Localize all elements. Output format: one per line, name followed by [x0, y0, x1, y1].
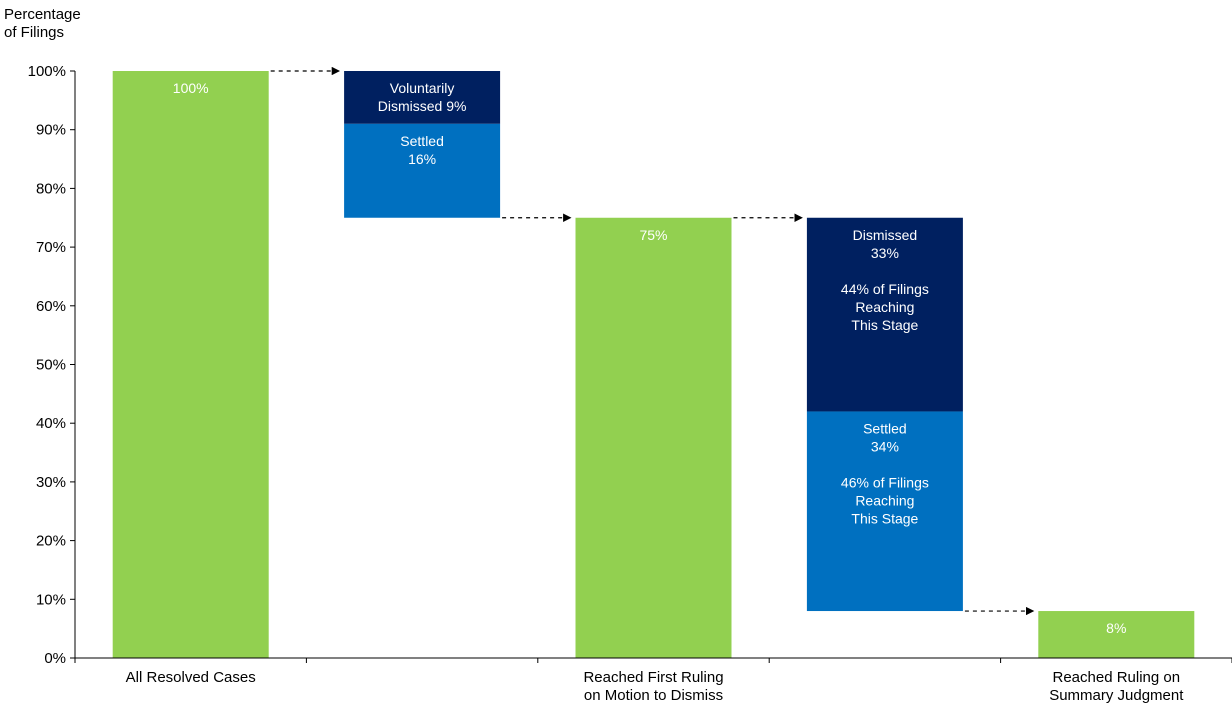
y-axis-title-line-1: Percentage [4, 6, 81, 23]
bar-label-settled-mtd-line-3: 46% of Filings [841, 474, 929, 490]
bar-label-first-ruling-line-0: 75% [639, 227, 667, 243]
x-category-label-2-line-0: Reached First Ruling [583, 669, 723, 686]
bar-settled-early [344, 123, 501, 218]
x-category-label-2-line-1: on Motion to Dismiss [584, 687, 723, 704]
bar-label-dismissed-mtd-line-5: This Stage [851, 317, 918, 333]
bar-label-dismissed-mtd-line-1: 33% [871, 245, 899, 261]
bar-label-dismissed-mtd-line-3: 44% of Filings [841, 281, 929, 297]
y-tick-label-7: 70% [36, 239, 66, 256]
bar-label-dismissed-mtd-line-0: Dismissed [853, 227, 918, 243]
bar-label-all-resolved-line-0: 100% [173, 80, 209, 96]
y-tick-label-1: 10% [36, 591, 66, 608]
bar-label-dismissed-mtd-line-4: Reaching [855, 299, 914, 315]
bar-label-settled-mtd-line-5: This Stage [851, 510, 918, 526]
bar-label-settled-mtd-line-4: Reaching [855, 492, 914, 508]
y-axis-title-line-2: of Filings [4, 24, 65, 41]
y-tick-label-9: 90% [36, 122, 66, 139]
y-tick-label-10: 100% [28, 63, 66, 80]
y-tick-label-3: 30% [36, 474, 66, 491]
bar-label-voluntarily-dismissed-line-0: Voluntarily [390, 80, 455, 96]
y-tick-label-2: 20% [36, 533, 66, 550]
y-tick-label-6: 60% [36, 298, 66, 315]
y-tick-label-5: 50% [36, 357, 66, 374]
bar-settled-mtd [806, 411, 963, 612]
bar-voluntarily-dismissed [344, 71, 501, 124]
y-tick-label-0: 0% [44, 650, 66, 667]
bar-first-ruling [575, 217, 732, 658]
bar-label-settled-early-line-1: 16% [408, 151, 436, 167]
bar-label-voluntarily-dismissed-line-1: Dismissed 9% [378, 98, 467, 114]
bar-dismissed-mtd [806, 217, 963, 412]
bar-label-settled-mtd-line-1: 34% [871, 438, 899, 454]
y-tick-label-8: 80% [36, 180, 66, 197]
bar-summary-judgment [1038, 611, 1195, 658]
bar-label-settled-mtd-line-0: Settled [863, 420, 907, 436]
x-category-label-4-line-1: Summary Judgment [1049, 687, 1184, 704]
bar-label-summary-judgment-line-0: 8% [1106, 620, 1126, 636]
bar-all-resolved [112, 71, 269, 658]
y-tick-label-4: 40% [36, 415, 66, 432]
x-category-label-4-line-0: Reached Ruling on [1053, 669, 1181, 686]
x-category-label-0-line-0: All Resolved Cases [126, 669, 256, 686]
bar-label-settled-early-line-0: Settled [400, 133, 444, 149]
